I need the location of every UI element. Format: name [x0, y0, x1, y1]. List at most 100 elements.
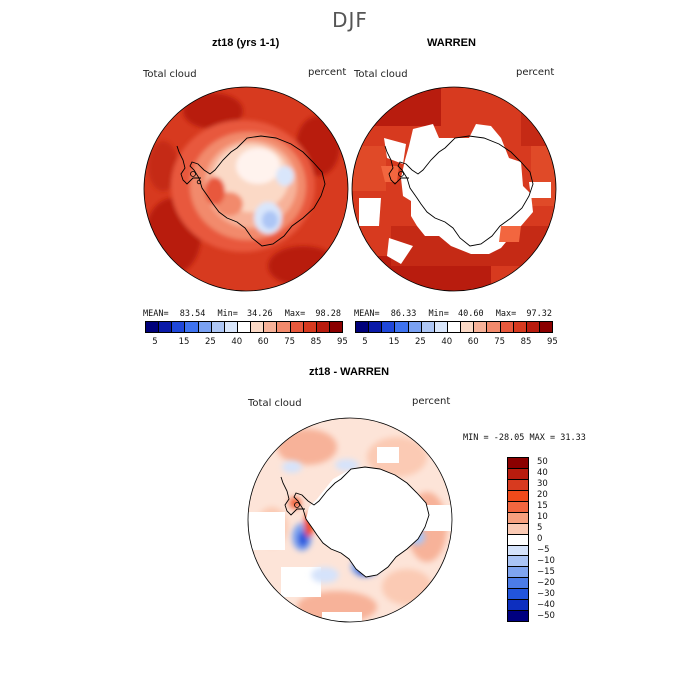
colorbar-value-label: 50 [537, 456, 548, 467]
diff-stats: MIN = -28.05 MAX = 31.33 [463, 433, 586, 443]
obs-min-label: Min= [428, 309, 449, 319]
obs-colorbar-ticks: 5 15 25 40 60 75 85 95 [355, 337, 558, 349]
colorbar-tick-label: 5 [362, 337, 368, 347]
colorbar-swatch [277, 322, 291, 332]
obs-stats: MEAN= 86.33 Min= 40.60 Max= 97.32 [354, 309, 552, 319]
colorbar-swatch [369, 322, 383, 332]
colorbar-swatch [211, 322, 225, 332]
colorbar-tick-label: 75 [494, 337, 506, 347]
colorbar-value-label: −10 [537, 555, 555, 566]
obs-max-label: Max= [495, 309, 517, 319]
colorbar-swatch [508, 567, 528, 579]
model-mean-value: 83.54 [179, 309, 206, 319]
model-stats: MEAN= 83.54 Min= 34.26 Max= 98.28 [143, 309, 341, 319]
colorbar-swatch [395, 322, 409, 332]
obs-polar-map [351, 86, 557, 292]
colorbar-value-label: −5 [537, 544, 550, 555]
obs-panel-title: WARREN [427, 37, 476, 49]
colorbar-swatch [508, 600, 528, 612]
colorbar-tick-label: 40 [441, 337, 453, 347]
colorbar-tick-label: 25 [415, 337, 426, 347]
colorbar-value-label: 40 [537, 467, 548, 478]
colorbar-swatch [382, 322, 396, 332]
colorbar-tick-label: 15 [178, 337, 190, 347]
colorbar-value-label: 10 [537, 511, 548, 522]
colorbar-tick-label: 85 [310, 337, 322, 347]
colorbar-swatch [539, 322, 553, 332]
obs-max-value: 97.32 [526, 309, 552, 319]
colorbar-tick-label: 60 [467, 337, 479, 347]
colorbar-swatch [251, 322, 265, 332]
colorbar-swatch [508, 611, 528, 622]
diff-colorbar-labels: 50 40 30 20 15 10 5 0 −5 −10 −15 −20 −30 −40 −50 [537, 457, 577, 622]
colorbar-swatch [487, 322, 501, 332]
diff-colorbar [507, 457, 529, 622]
colorbar-tick-label: 95 [547, 337, 558, 347]
diff-polar-map [247, 417, 453, 623]
model-min-value: 34.26 [247, 309, 273, 319]
colorbar-value-label: 15 [537, 500, 548, 511]
colorbar-swatch [508, 490, 528, 502]
colorbar-swatch [508, 458, 528, 469]
diff-units-label: percent [412, 396, 451, 407]
colorbar-swatch [329, 322, 343, 332]
diff-panel-title: zt18 - WARREN [309, 366, 390, 378]
colorbar-swatch [508, 523, 528, 535]
colorbar-swatch [508, 589, 528, 601]
colorbar-swatch [500, 322, 514, 332]
model-mean-label: MEAN= [143, 309, 169, 319]
colorbar-swatch [508, 578, 528, 590]
model-colorbar-ticks: 5 15 25 40 60 75 85 95 [145, 337, 348, 349]
colorbar-tick-label: 60 [257, 337, 269, 347]
colorbar-swatch [434, 322, 448, 332]
colorbar-value-label: 30 [537, 478, 548, 489]
colorbar-swatch [264, 322, 278, 332]
colorbar-value-label: −20 [537, 577, 555, 588]
colorbar-swatch [508, 501, 528, 513]
colorbar-value-label: −15 [537, 566, 555, 577]
model-polar-map [143, 86, 349, 292]
colorbar-swatch [185, 322, 199, 332]
obs-mean-value: 86.33 [390, 309, 417, 319]
colorbar-swatch [172, 322, 186, 332]
model-variable-label: Total cloud [143, 69, 197, 80]
colorbar-swatch [461, 322, 475, 332]
colorbar-tick-label: 5 [152, 337, 158, 347]
diff-variable-label: Total cloud [248, 398, 302, 409]
colorbar-tick-label: 40 [231, 337, 243, 347]
colorbar-swatch [356, 322, 370, 332]
colorbar-swatch [237, 322, 252, 332]
model-colorbar [145, 321, 343, 333]
colorbar-tick-label: 75 [284, 337, 296, 347]
colorbar-swatch [159, 322, 173, 332]
model-max-label: Max= [284, 309, 306, 319]
colorbar-swatch [508, 534, 528, 546]
model-min-label: Min= [217, 309, 238, 319]
colorbar-swatch [198, 322, 212, 332]
obs-min-value: 40.60 [458, 309, 484, 319]
colorbar-swatch [290, 322, 304, 332]
colorbar-swatch [146, 322, 160, 332]
model-units-label: percent [308, 67, 347, 78]
season-title: DJF [332, 8, 368, 32]
colorbar-tick-label: 85 [520, 337, 532, 347]
colorbar-swatch [303, 322, 317, 332]
colorbar-swatch [316, 322, 330, 332]
colorbar-swatch [508, 545, 528, 557]
colorbar-swatch [508, 512, 528, 524]
colorbar-swatch [508, 479, 528, 491]
colorbar-swatch [408, 322, 422, 332]
colorbar-tick-label: 15 [388, 337, 400, 347]
colorbar-swatch [508, 468, 528, 480]
colorbar-value-label: 0 [537, 533, 543, 544]
colorbar-tick-label: 25 [205, 337, 216, 347]
colorbar-swatch [224, 322, 238, 332]
obs-colorbar [355, 321, 553, 333]
colorbar-swatch [513, 322, 527, 332]
colorbar-swatch [447, 322, 462, 332]
colorbar-value-label: 20 [537, 489, 548, 500]
colorbar-value-label: 5 [537, 522, 543, 533]
colorbar-swatch [508, 556, 528, 568]
colorbar-swatch [474, 322, 488, 332]
obs-mean-label: MEAN= [354, 309, 380, 319]
